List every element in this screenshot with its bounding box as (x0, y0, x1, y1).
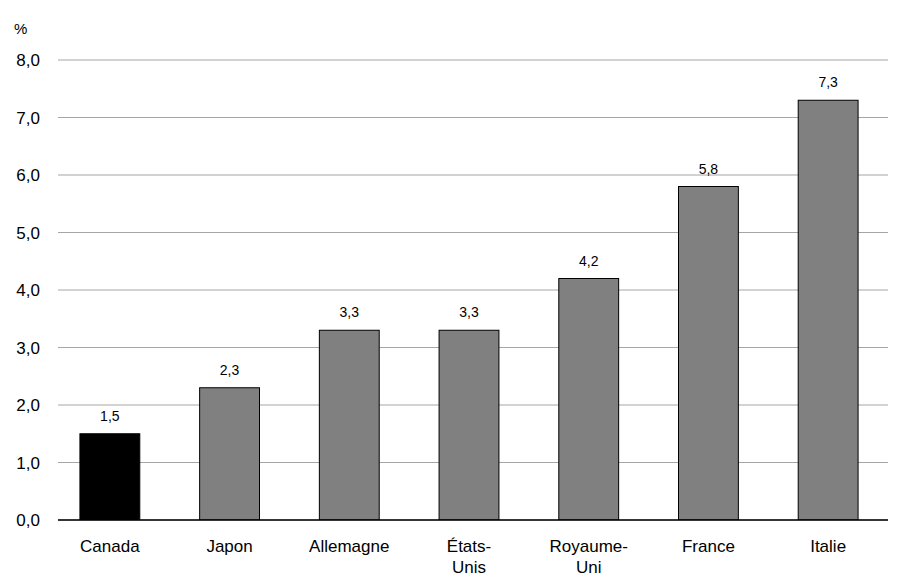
bar (679, 187, 739, 521)
data-label: 2,3 (220, 362, 240, 378)
y-tick-label: 7,0 (16, 109, 40, 128)
bar (798, 100, 858, 520)
grid-line (58, 60, 888, 61)
x-tick-label: France (682, 537, 735, 556)
bar (559, 279, 619, 521)
grid (58, 60, 888, 520)
grid-line (58, 175, 888, 176)
x-tick-label: Canada (80, 537, 140, 556)
y-tick-label: 1,0 (16, 454, 40, 473)
bar (439, 330, 499, 520)
y-tick-label: 2,0 (16, 396, 40, 415)
data-label: 3,3 (340, 304, 360, 320)
x-tick-label: Royaume-Uni (550, 537, 628, 577)
y-tick-label: 5,0 (16, 224, 40, 243)
y-tick-label: 3,0 (16, 339, 40, 358)
x-axis-line (58, 519, 888, 521)
chart: 0,0 1,0 2,0 3,0 4,0 5,0 6,0 7,0 8,0% 1,5 2,3 3,3 3,3… (0, 0, 900, 585)
x-tick-label: États-Unis (447, 537, 491, 577)
bar (80, 434, 140, 520)
y-tick-label: 0,0 (16, 511, 40, 530)
y-tick-label: 8,0 (16, 51, 40, 70)
data-label: 7,3 (818, 74, 838, 90)
x-tick-label: Italie (810, 537, 846, 556)
grid-line (58, 232, 888, 233)
grid-line (58, 117, 888, 118)
bar (319, 330, 379, 520)
bars (80, 100, 858, 520)
grid-line (58, 520, 888, 521)
y-tick-label: 6,0 (16, 166, 40, 185)
chart-container: 0,0 1,0 2,0 3,0 4,0 5,0 6,0 7,0 8,0% 1,5 2,3 3,3 3,3… (0, 0, 900, 585)
x-tick-label: Allemagne (309, 537, 389, 556)
x-tick-label: Japon (206, 537, 252, 556)
data-label: 1,5 (100, 408, 120, 424)
data-label: 3,3 (459, 304, 479, 320)
y-axis-label: % (14, 20, 27, 37)
data-label: 5,8 (699, 161, 719, 177)
bar (200, 388, 260, 520)
grid-line (58, 290, 888, 291)
y-tick-label: 4,0 (16, 281, 40, 300)
data-label: 4,2 (579, 253, 599, 269)
